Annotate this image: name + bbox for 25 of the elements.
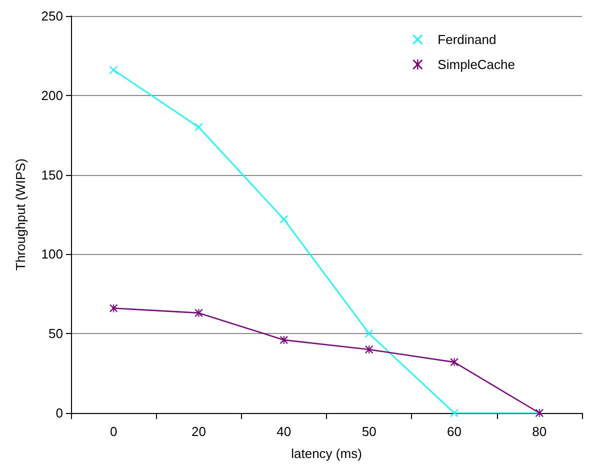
point [194, 123, 203, 132]
point [450, 409, 458, 417]
y-tick-label: 200 [41, 88, 63, 103]
x-tick-label: 0 [110, 424, 118, 439]
point [194, 308, 203, 317]
legend-label: Ferdinand [438, 32, 496, 47]
point [110, 304, 118, 312]
legend-label: SimpleCache [438, 57, 516, 72]
point [280, 336, 288, 344]
y-tick-label: 150 [41, 167, 63, 182]
y-tick-label: 0 [56, 406, 63, 420]
point [110, 66, 118, 74]
x-axis-title: latency (ms) [291, 446, 362, 461]
y-tick-label: 100 [41, 246, 63, 262]
y-tick-label: 50 [48, 326, 63, 342]
point [365, 345, 374, 354]
x-tick-label: 40 [276, 424, 292, 439]
x-tick-label: 50 [362, 424, 376, 439]
x-tick-label: 20 [192, 424, 206, 439]
y-tick-label: 250 [41, 8, 63, 24]
x-tick-label: 60 [447, 424, 462, 439]
point [280, 215, 288, 224]
point [365, 330, 374, 338]
x-tick-label: 80 [532, 424, 547, 439]
y-axis-title: Throughput (WIPS) [13, 158, 28, 270]
